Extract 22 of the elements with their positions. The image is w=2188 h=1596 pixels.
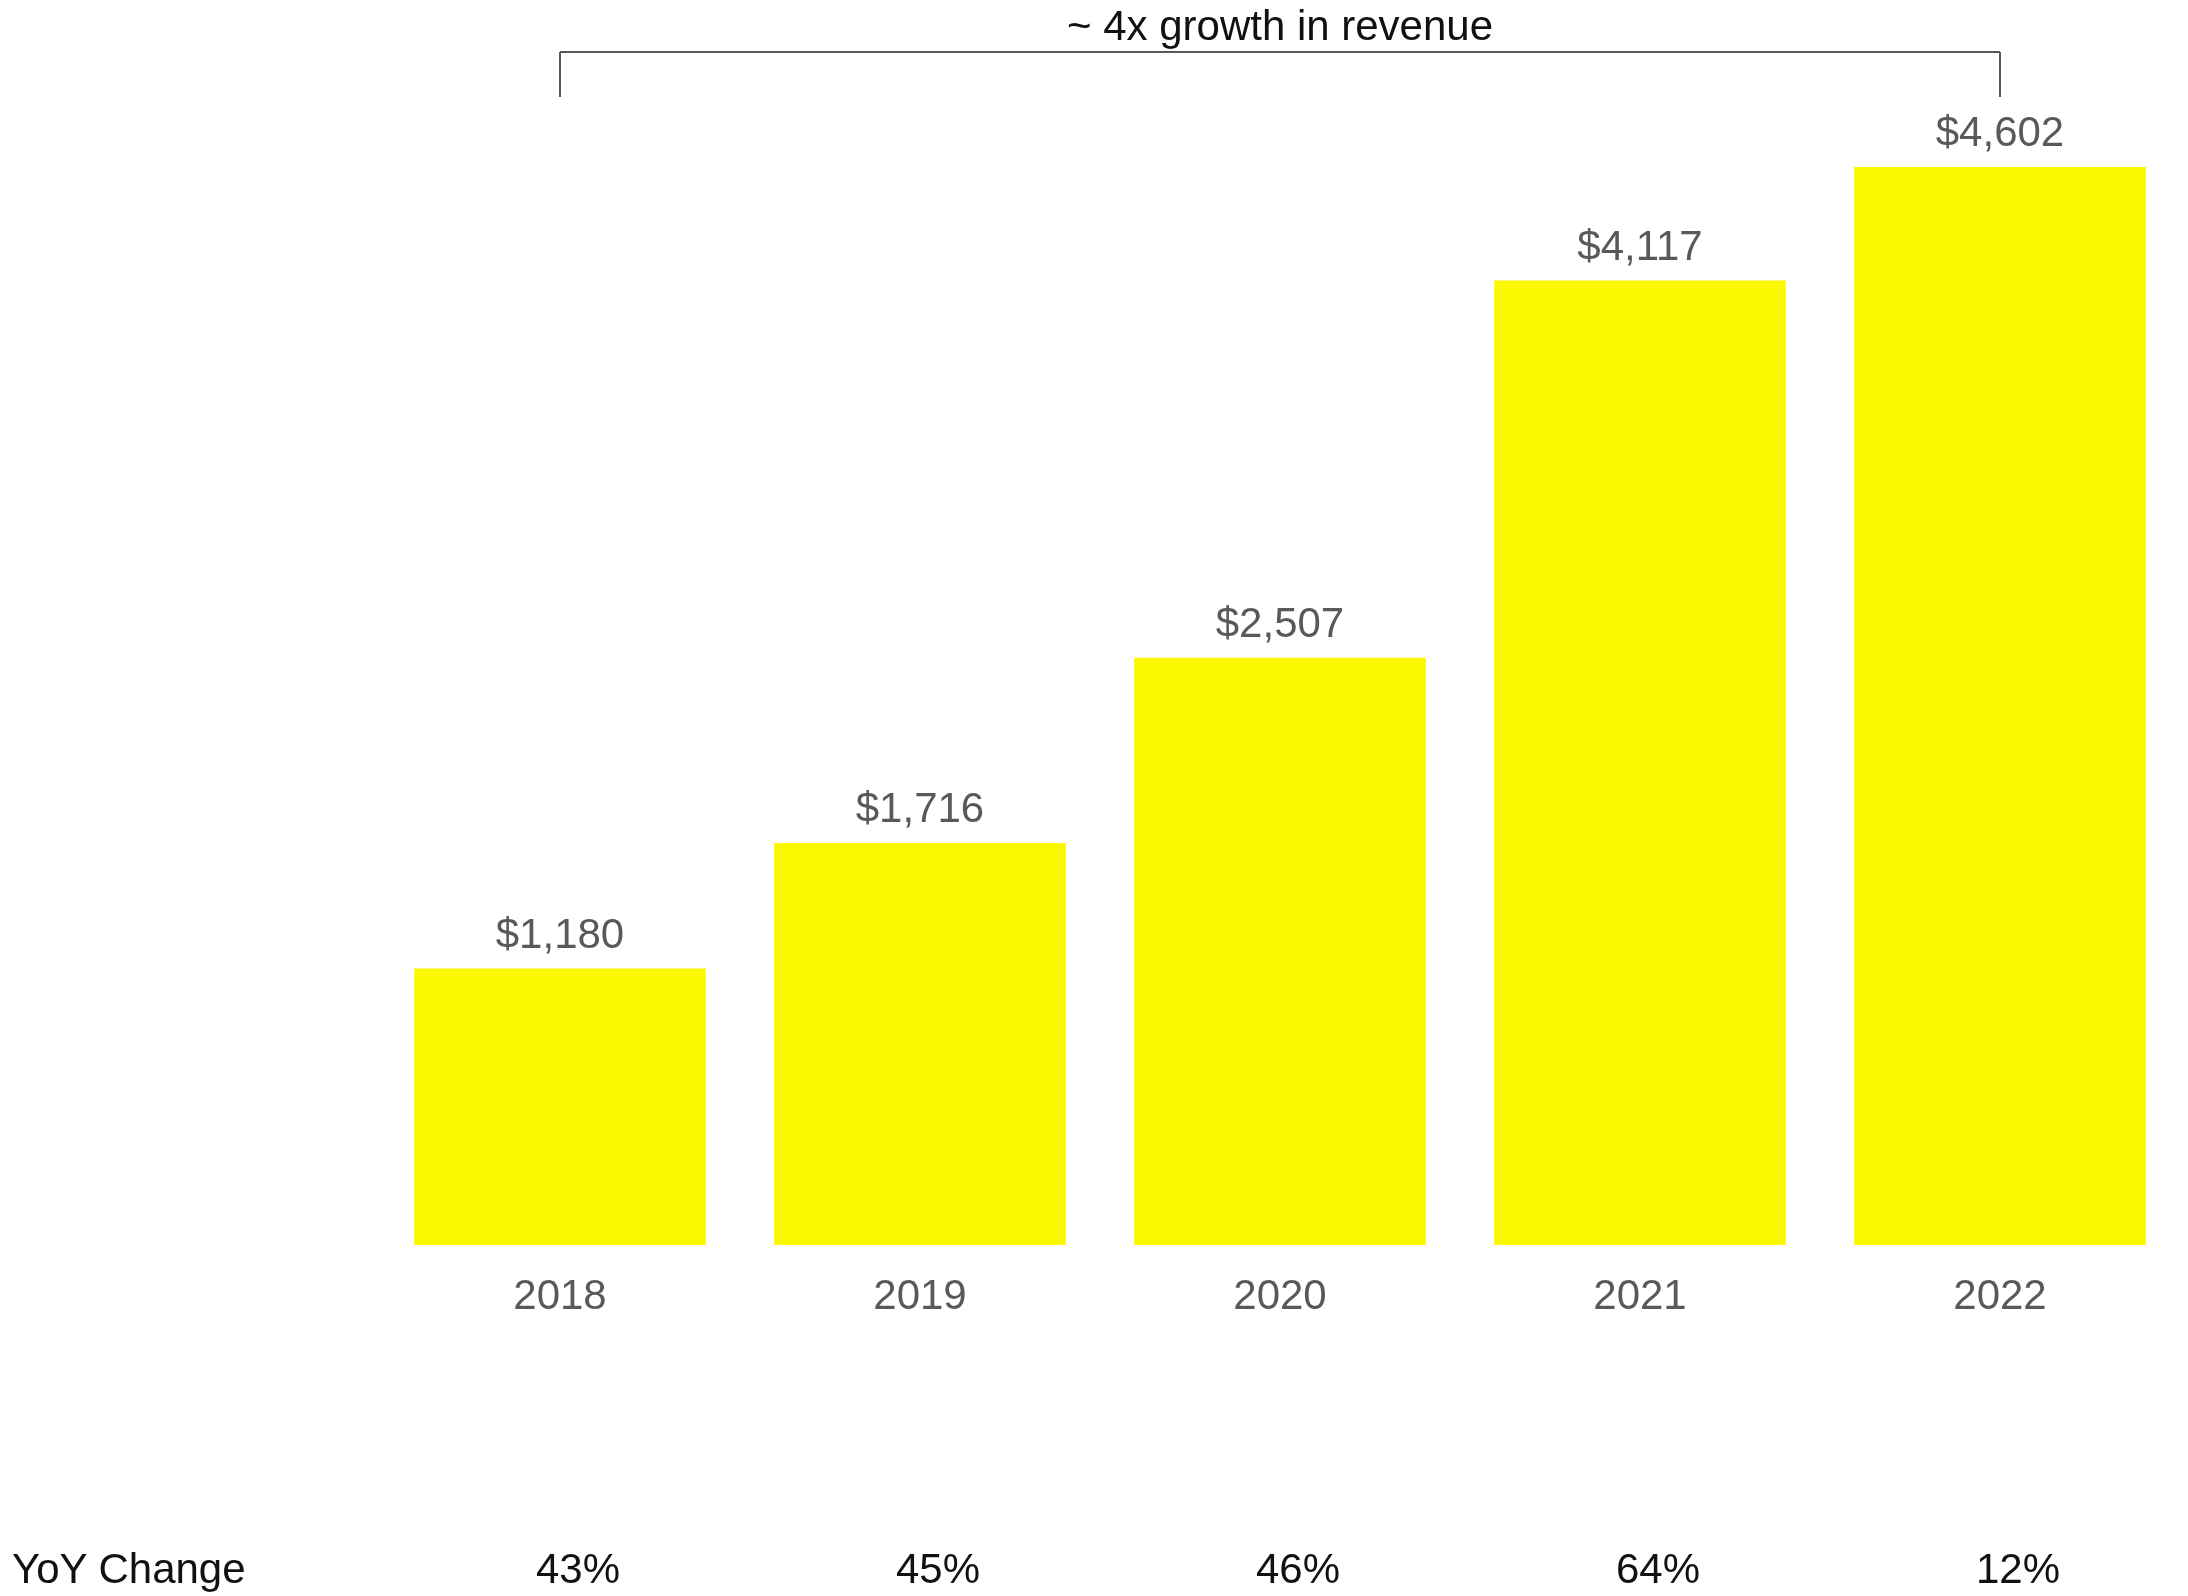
text: YoY Change xyxy=(12,1545,246,1592)
data-label: $1,716 xyxy=(855,784,985,832)
text: 45% xyxy=(895,1545,981,1592)
x-tick-label: 2022 xyxy=(1953,1270,2047,1318)
text: ~ 4x growth in revenue xyxy=(1066,2,1494,49)
bar xyxy=(774,843,1066,1245)
x-tick-label: 2018 xyxy=(513,1270,607,1318)
bar xyxy=(1854,167,2146,1245)
data-label: $1,180 xyxy=(495,909,625,957)
data-label: $4,602 xyxy=(1935,108,2065,155)
bar xyxy=(1134,657,1426,1245)
x-tick-label: 2019 xyxy=(873,1270,967,1318)
data-label: $4,117 xyxy=(1577,221,1703,269)
bar xyxy=(1494,280,1786,1245)
text: 12% xyxy=(1975,1545,2061,1592)
x-tick-label: 2021 xyxy=(1593,1270,1687,1318)
bar xyxy=(414,968,706,1245)
data-label: $2,507 xyxy=(1215,598,1345,646)
text: 64% xyxy=(1615,1545,1701,1592)
text: 43% xyxy=(535,1545,621,1592)
text: 46% xyxy=(1255,1545,1341,1592)
x-tick-label: 2020 xyxy=(1233,1270,1327,1318)
